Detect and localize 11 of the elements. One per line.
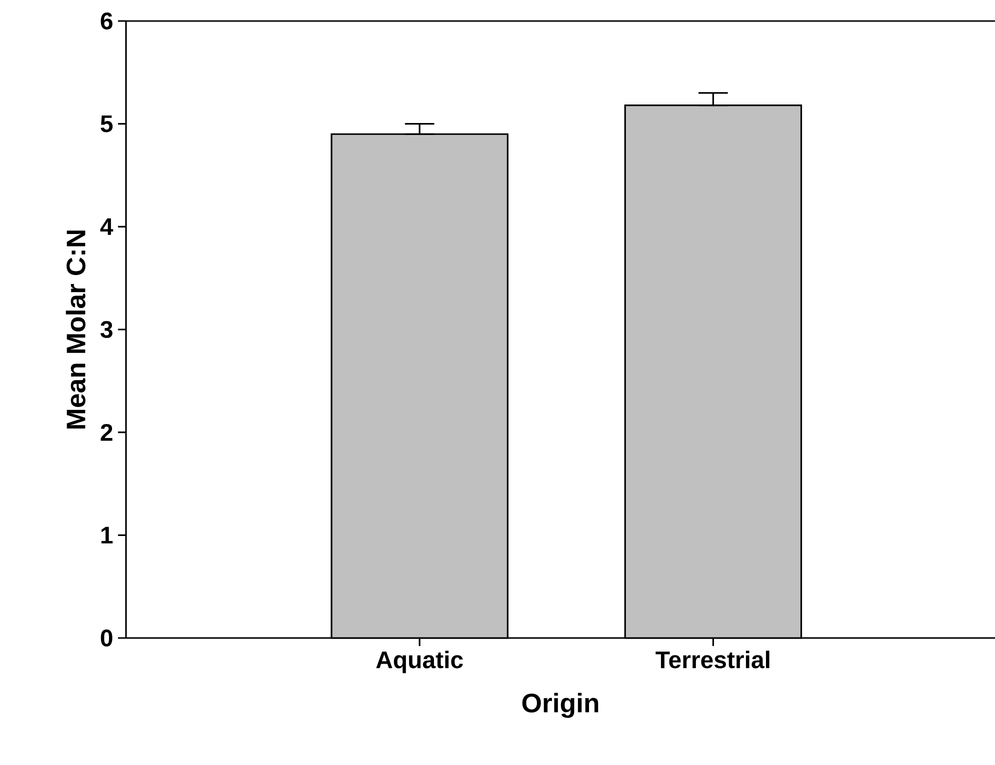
x-tick-label: Aquatic bbox=[376, 650, 463, 674]
y-tick-label: 5 bbox=[100, 115, 113, 132]
x-axis-title: Origin bbox=[522, 692, 598, 718]
y-tick-label: 1 bbox=[101, 526, 113, 544]
y-tick-label: 2 bbox=[100, 424, 112, 441]
y-tick-label: 4 bbox=[100, 218, 114, 235]
y-tick-label: 0 bbox=[100, 629, 112, 646]
y-axis-title: Mean Molar C:N bbox=[66, 230, 86, 428]
x-tick-label: Terrestrial bbox=[656, 650, 770, 668]
y-tick-label: 3 bbox=[100, 320, 112, 338]
y-tick-label: 6 bbox=[100, 12, 112, 30]
